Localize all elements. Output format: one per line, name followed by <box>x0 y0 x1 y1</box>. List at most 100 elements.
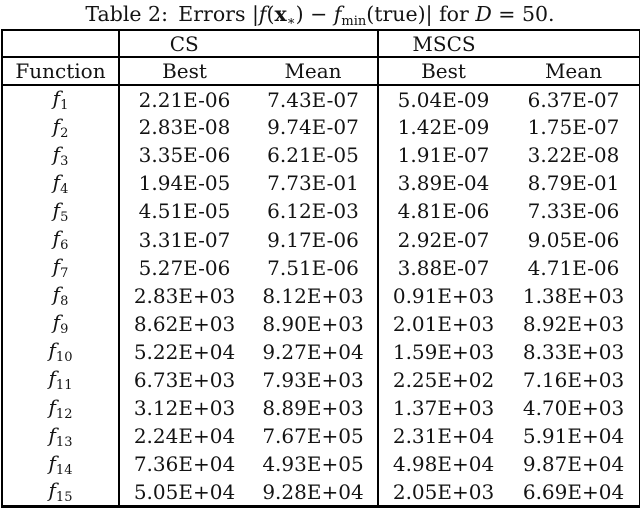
column-header-function: Function <box>2 57 119 86</box>
table-caption: Table 2: Errors |f(x∗) − fmin(true)| for… <box>0 0 640 29</box>
caption-segment: for <box>432 2 476 26</box>
function-index: 1 <box>60 98 69 114</box>
function-index: 3 <box>60 153 69 169</box>
function-label: f9 <box>2 310 119 338</box>
cell-cs-mean: 7.43E-07 <box>267 87 359 112</box>
table-row: f2 2.83E-08 9.74E-07 1.42E-09 1.75E-07 <box>2 113 640 142</box>
cell-cs-mean: 9.17E-06 <box>267 227 359 252</box>
cell-mscs-best: 0.91E+03 <box>377 281 509 310</box>
function-symbol: f <box>52 226 61 251</box>
cell-cs-best: 6.73E+03 <box>118 365 249 395</box>
table-row: f15 5.05E+04 9.28E+04 2.05E+03 6.69E+04 <box>2 478 640 507</box>
cell-mscs-best: 2.01E+03 <box>377 309 509 338</box>
function-label: f8 <box>2 282 119 310</box>
cell-mscs-best: 2.25E+02 <box>377 365 509 395</box>
function-index: 2 <box>60 125 69 141</box>
cell-cs-mean: 7.51E-06 <box>267 255 359 280</box>
cell-mscs-best: 1.91E-07 <box>377 141 509 170</box>
cell-cs-best: 5.05E+04 <box>118 478 249 507</box>
cell-cs-best: 5.22E+04 <box>118 337 249 366</box>
cell-mscs-mean: 8.92E+03 <box>522 311 625 336</box>
cell-cs-best: 3.12E+03 <box>118 394 249 423</box>
results-table: CS MSCS Function Best Mean Best Mean f1 2… <box>1 29 640 509</box>
column-header-mscs-best: Best <box>377 57 509 86</box>
cell-mscs-best: 2.92E-07 <box>377 225 509 254</box>
caption-segment: (true)| <box>366 2 433 26</box>
function-index: 6 <box>60 238 69 254</box>
function-symbol: f <box>52 310 61 335</box>
cell-cs-best: 8.62E+03 <box>118 309 249 338</box>
function-index: 14 <box>55 462 73 478</box>
caption-segment: D <box>475 2 492 26</box>
function-index: 10 <box>55 350 73 366</box>
cell-cs-best: 2.24E+04 <box>118 422 249 451</box>
cell-cs-mean: 8.89E+03 <box>262 396 364 421</box>
cell-mscs-best: 2.31E+04 <box>377 422 509 451</box>
group-header-mscs: MSCS <box>377 30 640 58</box>
column-header-row: Function Best Mean Best Mean <box>2 57 640 86</box>
cell-cs-mean: 9.27E+04 <box>262 339 364 364</box>
cell-cs-mean: 6.12E-03 <box>267 199 359 224</box>
table-row: f5 4.51E-05 6.12E-03 4.81E-06 7.33E-06 <box>2 197 640 226</box>
cell-cs-best: 3.31E-07 <box>118 225 249 254</box>
function-symbol: f <box>48 394 56 419</box>
caption-segment: Table 2: Errors <box>85 2 252 26</box>
function-label: f5 <box>2 197 119 225</box>
cell-cs-best: 7.36E+04 <box>118 450 249 479</box>
group-header-cs-label: CS <box>169 31 199 56</box>
cell-cs-best: 3.35E-06 <box>118 141 249 170</box>
function-symbol: f <box>52 282 61 307</box>
cell-mscs-best: 2.05E+03 <box>377 478 509 507</box>
function-index: 13 <box>55 434 73 450</box>
function-label: f10 <box>2 338 119 366</box>
cell-cs-mean: 8.12E+03 <box>262 283 364 308</box>
function-label: f2 <box>2 113 119 141</box>
cell-mscs-mean: 4.71E-06 <box>527 255 620 280</box>
function-index: 9 <box>60 322 69 338</box>
caption-segment: − <box>303 2 334 26</box>
table-row: f4 1.94E-05 7.73E-01 3.89E-04 8.79E-01 <box>2 169 640 198</box>
function-label: f3 <box>2 141 119 169</box>
cell-mscs-best: 1.59E+03 <box>377 337 509 366</box>
function-symbol: f <box>52 254 61 279</box>
table-row: f9 8.62E+03 8.90E+03 2.01E+03 8.92E+03 <box>2 309 640 338</box>
cell-mscs-mean: 1.38E+03 <box>522 283 625 308</box>
caption-segment: min <box>341 14 367 29</box>
cell-mscs-mean: 9.87E+04 <box>522 452 625 477</box>
cell-mscs-mean: 7.16E+03 <box>522 367 625 392</box>
table-row: f1 2.21E-06 7.43E-07 5.04E-09 6.37E-07 <box>2 85 640 114</box>
function-index: 12 <box>55 406 73 422</box>
cell-mscs-best: 4.81E-06 <box>377 197 509 226</box>
caption-segment: f <box>258 2 267 26</box>
function-index: 8 <box>60 294 69 310</box>
caption-segment: ) <box>295 2 304 26</box>
cell-mscs-mean: 6.69E+04 <box>522 479 625 504</box>
cell-cs-best: 5.27E-06 <box>118 253 249 282</box>
table-row: f10 5.22E+04 9.27E+04 1.59E+03 8.33E+03 <box>2 337 640 366</box>
cell-mscs-mean: 4.70E+03 <box>522 396 625 421</box>
cell-cs-best: 2.83E+03 <box>118 281 249 310</box>
group-header-cs: CS <box>117 30 379 58</box>
column-header-cs-best: Best <box>118 57 249 86</box>
function-index: 15 <box>55 490 73 506</box>
cell-cs-mean: 9.74E-07 <box>267 115 359 140</box>
cell-mscs-mean: 7.33E-06 <box>527 199 620 224</box>
function-symbol: f <box>52 141 61 166</box>
function-index: 7 <box>60 266 69 282</box>
function-label: f13 <box>2 422 119 450</box>
function-symbol: f <box>48 338 56 363</box>
cell-cs-best: 2.83E-08 <box>118 113 249 142</box>
caption-segment: = 50. <box>491 2 555 26</box>
group-header-row: CS MSCS <box>2 30 640 58</box>
cell-mscs-best: 5.04E-09 <box>377 85 509 114</box>
table-row: f6 3.31E-07 9.17E-06 2.92E-07 9.05E-06 <box>2 225 640 254</box>
cell-mscs-best: 3.89E-04 <box>377 169 509 198</box>
group-header-mscs-label: MSCS <box>412 31 476 56</box>
table-row: f3 3.35E-06 6.21E-05 1.91E-07 3.22E-08 <box>2 141 640 170</box>
function-symbol: f <box>48 478 56 503</box>
function-symbol: f <box>52 113 61 138</box>
function-index: 4 <box>60 181 69 197</box>
cell-mscs-mean: 8.79E-01 <box>527 171 620 196</box>
function-symbol: f <box>48 422 56 447</box>
cell-cs-mean: 9.28E+04 <box>262 479 364 504</box>
